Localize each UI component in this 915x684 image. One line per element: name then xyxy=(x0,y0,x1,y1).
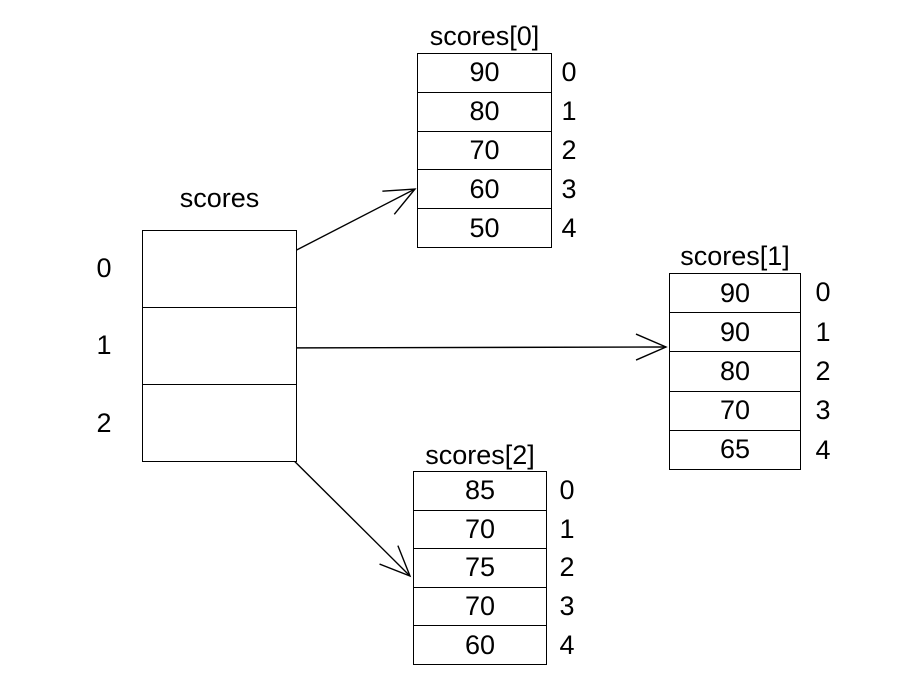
main-array-box xyxy=(142,230,297,462)
subarray-1-title: scores[1] xyxy=(680,241,790,271)
main-array-index-1: 1 xyxy=(96,330,112,361)
subarray-2-index-0: 0 xyxy=(559,474,575,505)
subarray-1-index-3: 3 xyxy=(815,395,831,426)
subarray-1-box: 90 90 80 70 65 xyxy=(669,273,801,470)
main-array-cell-0 xyxy=(143,231,296,307)
subarray-2-value-0: 85 xyxy=(464,475,496,506)
subarray-2-index-1: 1 xyxy=(559,513,575,544)
subarray-0-value-2: 70 xyxy=(418,130,551,170)
subarray-2-value-4: 60 xyxy=(414,625,546,664)
subarray-2-box: 85 70 75 70 60 xyxy=(413,471,547,665)
main-array-cell-1 xyxy=(143,307,296,384)
subarray-2-value-3: 70 xyxy=(414,586,546,626)
subarray-0-index-0: 0 xyxy=(561,57,577,87)
subarray-1-value-3: 70 xyxy=(670,390,800,430)
subarray-2-title: scores[2] xyxy=(425,440,535,470)
main-array-index-rail: 0 1 2 xyxy=(84,230,124,462)
subarray-2-index-4: 4 xyxy=(559,630,575,661)
subarray-1-index-2: 2 xyxy=(815,356,831,387)
subarray-0-index-1: 1 xyxy=(561,96,577,126)
subarray-0-index-rail: 0 1 2 3 4 xyxy=(552,53,586,248)
subarray-2-index-3: 3 xyxy=(559,591,575,622)
subarray-1-index-0: 0 xyxy=(815,277,831,308)
main-array-index-2: 2 xyxy=(96,407,112,438)
subarray-0-index-4: 4 xyxy=(561,213,577,243)
subarray-0-value-1: 80 xyxy=(418,91,551,131)
subarray-0-box: 90 80 70 60 50 xyxy=(417,53,552,248)
arrow-to-scores-1 xyxy=(251,333,668,361)
subarray-1-value-4: 65 xyxy=(670,429,800,469)
subarray-2-index-rail: 0 1 2 3 4 xyxy=(547,471,587,665)
main-array-cell-2 xyxy=(143,384,296,461)
subarray-1-value-2: 80 xyxy=(670,351,800,390)
subarray-0-index-3: 3 xyxy=(561,174,577,204)
subarray-1-value-1: 90 xyxy=(670,312,800,351)
subarray-1-index-rail: 0 1 2 3 4 xyxy=(801,273,845,470)
subarray-2-index-2: 2 xyxy=(559,552,575,583)
subarray-1-index-4: 4 xyxy=(815,434,831,465)
subarray-0-value-3: 60 xyxy=(418,169,551,208)
subarray-1-index-1: 1 xyxy=(815,316,831,347)
subarray-2-value-1: 70 xyxy=(414,509,546,549)
subarray-1-value-0: 90 xyxy=(719,277,751,308)
subarray-0-title: scores[0] xyxy=(429,21,540,51)
subarray-0-value-0: 90 xyxy=(469,57,500,88)
subarray-0-index-2: 2 xyxy=(561,135,577,165)
subarray-0-value-4: 50 xyxy=(418,208,551,247)
main-array-index-0: 0 xyxy=(96,253,112,284)
main-array-title: scores xyxy=(179,183,260,213)
subarray-2-value-2: 75 xyxy=(414,548,546,587)
